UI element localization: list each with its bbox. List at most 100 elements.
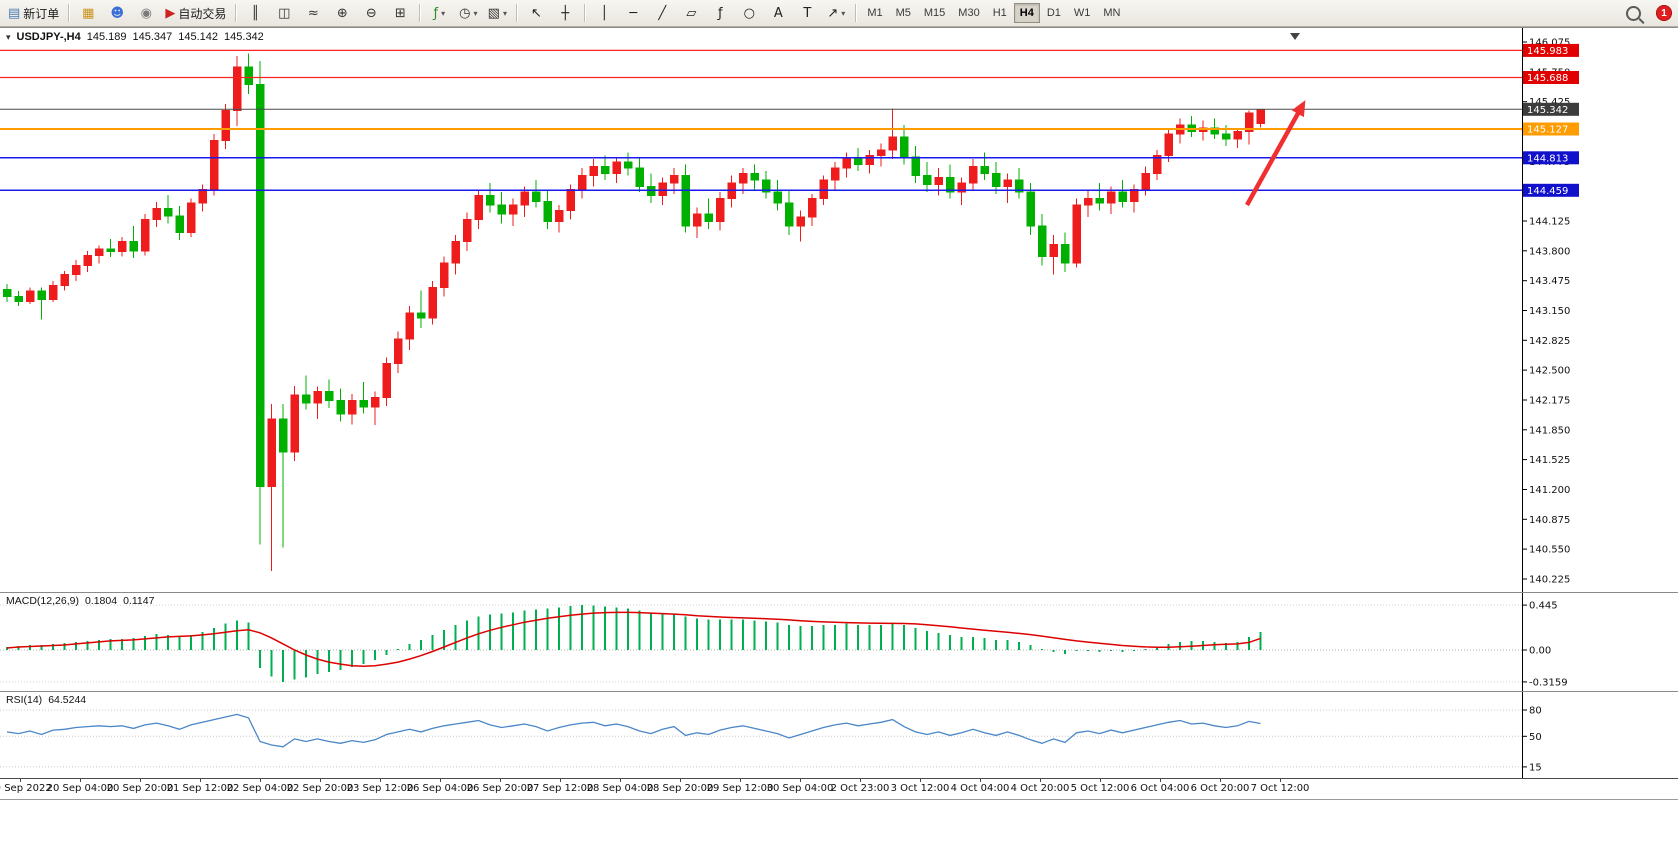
price-tick-label: 140.550 — [1529, 545, 1570, 556]
text-label-button[interactable]: T — [793, 2, 821, 24]
channel-icon: ▱ — [686, 5, 697, 21]
clock-icon: ◷ — [459, 5, 471, 21]
horizontal-levels-layer[interactable] — [0, 49, 1522, 192]
timeframe-mn-button[interactable]: MN — [1103, 7, 1121, 19]
text-icon: A — [773, 5, 783, 21]
arrows-button[interactable]: ↗ ▾ — [822, 2, 850, 24]
price-tick-label: 142.500 — [1529, 366, 1570, 377]
time-axis-tick — [1040, 779, 1041, 782]
indicators-icon: ƒ — [433, 5, 439, 21]
new-order-button[interactable]: ▤ 新订单 — [4, 2, 63, 24]
data-window-icon: ◉ — [140, 5, 152, 21]
channel-button[interactable]: ▱ — [677, 2, 705, 24]
periods-button[interactable]: ◷ ▾ — [454, 2, 482, 24]
rsi-indicator-panel[interactable]: 80 50 15 RSI(14) 64.5244 — [0, 691, 1678, 778]
auto-trading-button[interactable]: ▶ 自动交易 — [161, 2, 230, 24]
search-icon[interactable] — [1626, 5, 1641, 21]
fibonacci-button[interactable]: ƒ — [706, 2, 734, 24]
price-level-badge-label: 145.983 — [1527, 46, 1568, 57]
annotations-layer — [1245, 33, 1306, 207]
macd-canvas[interactable]: 0.445 0.00 -0.3159 — [0, 593, 1678, 691]
cursor-icon: ↖ — [530, 5, 542, 21]
price-chart-panel[interactable]: 146.075145.750145.425145.100144.775144.4… — [0, 28, 1678, 592]
zoom-in-button[interactable]: ⊕ — [328, 2, 356, 24]
time-axis-label: 30 Sep 04:00 — [766, 783, 834, 794]
time-axis-label: 6 Oct 04:00 — [1130, 783, 1190, 794]
charts-button[interactable]: ▦ — [74, 2, 102, 24]
time-axis-label: 7 Oct 12:00 — [1250, 783, 1310, 794]
time-axis-tick — [1220, 779, 1221, 782]
line-chart-button[interactable]: ≈ — [299, 2, 327, 24]
timeframe-m30-button[interactable]: M30 — [958, 7, 980, 19]
price-level-badge — [1523, 71, 1579, 84]
rsi-scale-label: 50 — [1529, 732, 1542, 743]
trendline-button[interactable]: ╱ — [648, 2, 676, 24]
time-axis-tick — [800, 779, 801, 782]
time-axis-label: 26 Sep 04:00 — [406, 783, 474, 794]
zoom-out-button[interactable]: ⊖ — [357, 2, 385, 24]
line-chart-icon: ≈ — [307, 5, 319, 21]
time-axis-tick — [440, 779, 441, 782]
price-tick-label: 145.425 — [1529, 97, 1570, 108]
time-axis-tick — [1100, 779, 1101, 782]
price-level-badge — [1523, 102, 1579, 116]
indicators-button[interactable]: ƒ ▾ — [425, 2, 453, 24]
timeframe-d1-button[interactable]: D1 — [1046, 7, 1061, 19]
candlestick-chart-button[interactable]: ◫ — [270, 2, 298, 24]
chart-window[interactable]: 146.075145.750145.425145.100144.775144.4… — [0, 27, 1678, 800]
toolbar-separator — [235, 4, 237, 22]
rsi-canvas[interactable]: 80 50 15 — [0, 692, 1678, 778]
price-tick-label: 141.850 — [1529, 425, 1570, 436]
time-axis-label: 19 Sep 2022 — [0, 783, 52, 794]
timeframe-m5-button[interactable]: M5 — [895, 7, 911, 19]
dropdown-arrow-icon: ▾ — [502, 8, 507, 18]
templates-button[interactable]: ▧ ▾ — [483, 2, 511, 24]
time-axis-tick — [20, 779, 21, 782]
rsi-grid-layer — [0, 709, 1522, 768]
crosshair-button[interactable]: ┼ — [551, 2, 579, 24]
price-chart-canvas[interactable]: 146.075145.750145.425145.100144.775144.4… — [0, 28, 1678, 592]
timeframe-m15-button[interactable]: M15 — [923, 7, 946, 19]
vertical-line-icon: │ — [600, 5, 609, 21]
price-tick-label: 143.150 — [1529, 306, 1570, 317]
dropdown-arrow-icon: ▾ — [473, 8, 478, 18]
zoom-in-icon: ⊕ — [336, 5, 348, 21]
toolbar-separator — [855, 4, 857, 22]
timeframe-w1-button[interactable]: W1 — [1073, 7, 1091, 19]
market-watch-icon: ☻ — [110, 5, 125, 21]
shapes-button[interactable]: ○ — [735, 2, 763, 24]
bar-chart-button[interactable]: ║ — [241, 2, 269, 24]
timeframe-m1-button[interactable]: M1 — [867, 7, 883, 19]
text-label-icon: T — [803, 5, 812, 21]
chart-window-icon: ▦ — [82, 5, 95, 21]
shapes-icon: ○ — [743, 5, 755, 21]
rsi-scale-label: 80 — [1529, 706, 1542, 717]
new-order-icon: ▤ — [8, 5, 21, 21]
price-level-badge — [1523, 151, 1579, 165]
main-toolbar: ▤ 新订单 ▦ ☻ ◉ ▶ 自动交易 ║ ◫ ≈ ⊕ ⊖ ⊞ ƒ ▾ ◷ ▾ ▧ ▾ ↖ ┼ │ ─ ╱ ▱ ƒ ○ A T ↗ ▾ M1 M5… — [0, 0, 1678, 27]
time-axis-label: 22 Sep 20:00 — [286, 783, 354, 794]
time-axis-label: 6 Oct 20:00 — [1190, 783, 1250, 794]
auto-trading-button-label: 自动交易 — [178, 6, 227, 21]
horizontal-line-button[interactable]: ─ — [619, 2, 647, 24]
rsi-axis-layer: 80 50 15 — [1522, 692, 1542, 778]
tile-windows-button[interactable]: ⊞ — [386, 2, 414, 24]
text-button[interactable]: A — [764, 2, 792, 24]
time-axis-label: 20 Sep 04:00 — [46, 783, 114, 794]
vertical-line-button[interactable]: │ — [590, 2, 618, 24]
price-tick-label: 143.475 — [1529, 276, 1570, 287]
market-watch-button[interactable]: ☻ — [103, 2, 131, 24]
data-window-button[interactable]: ◉ — [132, 2, 160, 24]
macd-scale-label: -0.3159 — [1529, 677, 1568, 688]
price-level-badge-label: 145.342 — [1527, 105, 1568, 116]
price-tick-label: 144.125 — [1529, 217, 1570, 228]
time-axis-tick — [860, 779, 861, 782]
timeframe-h4-button[interactable]: H4 — [1013, 3, 1040, 23]
candlestick-chart-icon: ◫ — [278, 5, 291, 21]
notification-badge[interactable]: 1 — [1656, 5, 1672, 21]
cursor-button[interactable]: ↖ — [522, 2, 550, 24]
macd-indicator-panel[interactable]: 0.445 0.00 -0.3159 MACD(12,26,9) 0.1804 0.… — [0, 592, 1678, 691]
time-axis-label: 3 Oct 12:00 — [890, 783, 950, 794]
timeframe-h1-button[interactable]: H1 — [992, 7, 1007, 19]
